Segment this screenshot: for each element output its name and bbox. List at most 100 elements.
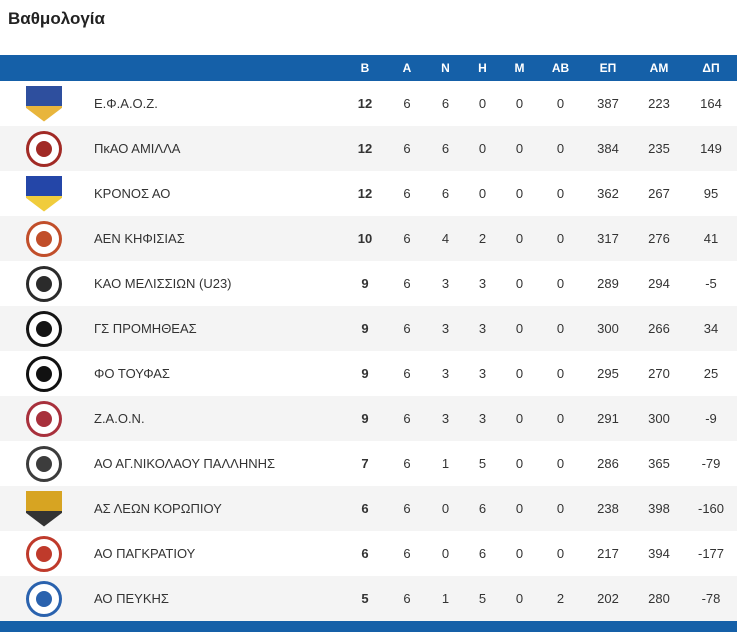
team-logo-emblem [36,410,52,427]
team-row: ΦΟ ΤΟΥΦΑΣ 9 6 3 3 0 0 295 270 25 [0,351,737,396]
stat-points-against: 398 [648,501,670,516]
stat-ab: 0 [556,546,565,561]
team-logo-emblem [36,275,52,292]
stat-points-for: 300 [597,321,619,336]
team-name: Ζ.Α.Ο.Ν. [94,411,145,426]
team-logo-cell [0,531,88,576]
stat-points-against: 223 [648,96,670,111]
table-header-row: Β Α Ν Η Μ ΑΒ ΕΠ ΑΜ ΔΠ [0,55,737,81]
stat-ab: 2 [556,591,565,606]
stat-wins: 6 [441,186,450,201]
stat-point-diff: 149 [700,141,722,156]
stat-wins: 3 [441,366,450,381]
stat-games: 6 [403,276,411,291]
stat-losses: 3 [478,276,487,291]
stat-points: 7 [361,456,369,471]
team-logo-cell [0,306,88,351]
team-logo [26,445,62,482]
team-logo [26,175,62,212]
stat-losses: 0 [478,141,487,156]
stat-games: 6 [403,321,411,336]
team-row: ΑΕΝ ΚΗΦΙΣΙΑΣ 10 6 4 2 0 0 317 276 41 [0,216,737,261]
stat-points-for: 286 [597,456,619,471]
stat-games: 6 [403,366,411,381]
stat-points-against: 266 [648,321,670,336]
stat-losses: 3 [478,321,487,336]
stat-losses: 3 [478,411,487,426]
team-logo-emblem [36,365,52,382]
team-row: ΚΡΟΝΟΣ ΑΟ 12 6 6 0 0 0 362 267 95 [0,171,737,216]
stat-losses: 0 [478,96,487,111]
team-logo [26,580,62,617]
stat-zeros: 0 [515,321,524,336]
stat-games: 6 [403,501,411,516]
team-row: ΑΟ ΠΕΥΚΗΣ 5 6 1 5 0 2 202 280 -78 [0,576,737,621]
stat-points-against: 300 [648,411,670,426]
team-logo [26,130,62,167]
stat-wins: 1 [441,591,450,606]
stat-points-for: 291 [597,411,619,426]
stat-wins: 3 [441,276,450,291]
stat-points: 12 [357,96,373,111]
team-name: ΦΟ ΤΟΥΦΑΣ [94,366,170,381]
team-row: Ζ.Α.Ο.Ν. 9 6 3 3 0 0 291 300 -9 [0,396,737,441]
team-logo-cell [0,81,88,126]
stat-points-for: 384 [597,141,619,156]
stat-games: 6 [403,186,411,201]
stat-point-diff: -79 [701,456,721,471]
stat-points-for: 295 [597,366,619,381]
stat-games: 6 [403,231,411,246]
team-name: ΑΣ ΛΕΩΝ ΚΟΡΩΠΙΟΥ [94,501,222,516]
team-logo-cell [0,216,88,261]
team-logo [26,400,62,437]
header-logo-spacer [0,55,88,81]
team-row: ΑΣ ΛΕΩΝ ΚΟΡΩΠΙΟΥ 6 6 0 6 0 0 238 398 -160 [0,486,737,531]
stat-zeros: 0 [515,231,524,246]
column-header-points: Β [343,55,387,81]
stat-points-for: 387 [597,96,619,111]
team-row: ΚΑΟ ΜΕΛΙΣΣΙΩΝ (U23) 9 6 3 3 0 0 289 294 -5 [0,261,737,306]
stat-points: 12 [357,141,373,156]
page-title: Βαθμολογία [8,9,105,28]
stat-wins: 1 [441,456,450,471]
stat-ab: 0 [556,366,565,381]
team-row: ΓΣ ΠΡΟΜΗΘΕΑΣ 9 6 3 3 0 0 300 266 34 [0,306,737,351]
stat-zeros: 0 [515,186,524,201]
stat-losses: 3 [478,366,487,381]
stat-games: 6 [403,411,411,426]
stat-zeros: 0 [515,411,524,426]
stat-point-diff: 95 [703,186,719,201]
stat-games: 6 [403,96,411,111]
team-name: Ε.Φ.Α.Ο.Ζ. [94,96,158,111]
team-logo [26,265,62,302]
stat-ab: 0 [556,501,565,516]
stat-points-for: 317 [597,231,619,246]
stat-wins: 6 [441,96,450,111]
stat-point-diff: -160 [697,501,725,516]
stat-points: 12 [357,186,373,201]
stat-points-against: 365 [648,456,670,471]
stat-points: 9 [361,321,369,336]
column-header-point-diff: ΔΠ [685,55,737,81]
column-header-ab: ΑΒ [538,55,583,81]
stat-wins: 0 [441,501,450,516]
stat-zeros: 0 [515,591,524,606]
stat-ab: 0 [556,456,565,471]
stat-point-diff: 164 [700,96,722,111]
team-logo [26,310,62,347]
stat-points: 6 [361,501,369,516]
team-logo-emblem [36,140,52,157]
header-team-spacer [88,55,343,81]
stat-points: 10 [357,231,373,246]
stat-points-for: 238 [597,501,619,516]
standings-table: Β Α Ν Η Μ ΑΒ ΕΠ ΑΜ ΔΠ Ε.Φ.Α.Ο.Ζ. 12 6 6 0 0 0 387 223 164… [0,55,737,621]
stat-games: 6 [403,456,411,471]
team-logo-cell [0,486,88,531]
team-row: Ε.Φ.Α.Ο.Ζ. 12 6 6 0 0 0 387 223 164 [0,81,737,126]
team-logo-cell [0,261,88,306]
team-logo-emblem [36,230,52,247]
stat-points: 6 [361,546,369,561]
team-name: ΑΟ ΑΓ.ΝΙΚΟΛΑΟΥ ΠΑΛΛΗΝΗΣ [94,456,276,471]
stat-zeros: 0 [515,546,524,561]
stat-losses: 2 [478,231,487,246]
